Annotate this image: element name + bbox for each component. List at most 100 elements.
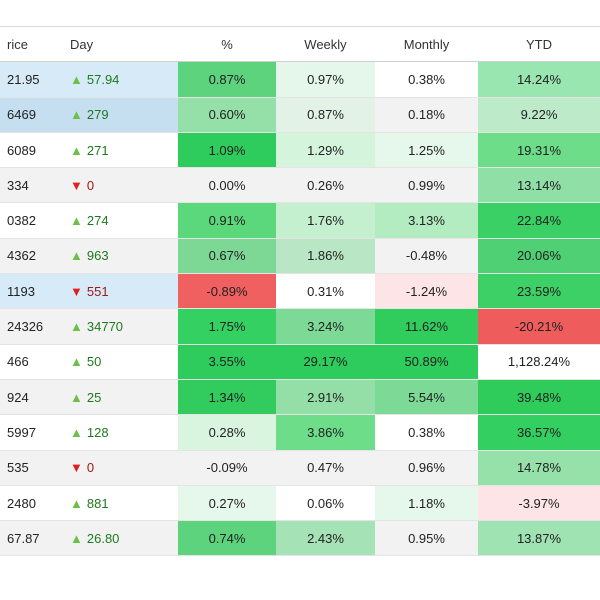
table-cell: 0.91% xyxy=(178,203,276,238)
table-row: 67.87 ▲ 26.80 0.74% 2.43% 0.95% 13.87% xyxy=(0,521,600,557)
header-row: rice Day% Weekly Monthly YTD xyxy=(0,27,600,63)
table-cell: 1,128.24% xyxy=(478,344,600,379)
table-row: 334 ▼ 0 0.00% 0.26% 0.99% 13.14% xyxy=(0,168,600,204)
table-row: 21.95 ▲ 57.94 0.87% 0.97% 0.38% 14.24% xyxy=(0,62,600,98)
table-cell: ▲ 34770 xyxy=(70,319,124,335)
table-cell: 22.84% xyxy=(478,203,600,238)
table-cell: -0.48% xyxy=(405,248,448,264)
table-cell: 3.24% xyxy=(276,309,375,344)
table-cell: 2480 xyxy=(7,495,36,511)
table-cell: 3.55% xyxy=(178,344,276,379)
table-cell: 3.86% xyxy=(276,415,375,450)
table-cell: 11.62% xyxy=(375,309,478,344)
table-cell: 4362 xyxy=(7,248,36,264)
table-cell: 0.38% xyxy=(375,62,478,97)
table-cell: ▲ 274 xyxy=(70,213,109,229)
table-cell: 1.29% xyxy=(276,132,375,168)
table-cell: 0.99% xyxy=(408,177,445,193)
header-cell: Day xyxy=(70,36,94,52)
table-row: 6469 ▲ 279 0.60% 0.87% 0.18% 9.22% xyxy=(0,97,600,133)
table-row: 535 ▼ 0 -0.09% 0.47% 0.96% 14.78% xyxy=(0,450,600,486)
table-cell: 0.95% xyxy=(408,530,445,546)
table-cell: 6089 xyxy=(7,142,36,158)
table-cell: 0.97% xyxy=(276,62,375,97)
table-cell: ▲ 25 xyxy=(70,389,102,405)
table-cell: 1.18% xyxy=(375,485,478,521)
table-cell: -20.21% xyxy=(478,309,600,344)
table-cell: ▲ 279 xyxy=(63,97,178,132)
table-cell: ▼ 0 xyxy=(70,177,95,193)
table-cell: 535 xyxy=(7,460,29,476)
table-cell: 0.31% xyxy=(276,274,375,309)
header-cell: YTD xyxy=(526,36,552,52)
heatmap-table: rice Day% Weekly Monthly YTD 21.95 ▲ 57.94 0.87%… xyxy=(0,26,600,557)
header-cell: Weekly xyxy=(304,36,347,52)
table-cell: ▲ 128 xyxy=(70,424,109,440)
table-cell: 466 xyxy=(7,354,29,370)
table-cell: 5997 xyxy=(7,424,36,440)
table-row: 24326 ▲ 34770 1.75% 3.24% 11.62% -20.21% xyxy=(0,309,600,345)
table-cell: 924 xyxy=(7,389,29,405)
table-row: 1193 ▼ 551 -0.89% 0.31% -1.24% 23.59% xyxy=(0,274,600,310)
table-cell: ▲ 57.94 xyxy=(63,62,178,97)
table-cell: 23.59% xyxy=(478,274,600,309)
table-cell: 0.96% xyxy=(408,460,445,476)
table-cell: 0.47% xyxy=(307,460,344,476)
table-row: 924 ▲ 25 1.34% 2.91% 5.54% 39.48% xyxy=(0,379,600,416)
table-cell: 1.76% xyxy=(276,203,375,238)
table-cell: 1.75% xyxy=(178,309,276,344)
table-cell: ▲ 50 xyxy=(70,354,102,370)
header-cell: Monthly xyxy=(403,36,450,52)
table-cell: -1.24% xyxy=(375,274,478,309)
table-cell: 0.28% xyxy=(178,415,276,450)
table-cell: ▼ 0 xyxy=(70,460,95,476)
table-cell: 6469 xyxy=(0,97,63,132)
table-cell: 19.31% xyxy=(478,132,600,168)
table-cell: 0.27% xyxy=(178,485,276,521)
table-cell: 5.54% xyxy=(375,379,478,415)
table-cell: 0.06% xyxy=(276,485,375,521)
table-cell: ▼ 551 xyxy=(63,274,178,309)
table-cell: 21.95 xyxy=(0,62,63,97)
table-row: 6089 ▲ 271 1.09% 1.29% 1.25% 19.31% xyxy=(0,132,600,169)
table-cell: 1193 xyxy=(0,274,63,309)
table-cell: 13.14% xyxy=(478,168,600,203)
table-cell: 14.78% xyxy=(478,450,600,485)
table-cell: 1.86% xyxy=(276,238,375,274)
table-cell: 0382 xyxy=(7,213,36,229)
table-cell: 39.48% xyxy=(478,379,600,415)
table-row: 0382 ▲ 274 0.91% 1.76% 3.13% 22.84% xyxy=(0,203,600,239)
table-cell: 1.09% xyxy=(178,132,276,168)
table-cell: 2.43% xyxy=(276,521,375,556)
table-cell: ▲ 26.80 xyxy=(70,530,120,546)
table-cell: ▲ 963 xyxy=(70,248,109,264)
table-cell: 20.06% xyxy=(478,238,600,274)
header-cell: rice xyxy=(7,36,28,52)
table-cell: -0.89% xyxy=(178,274,276,309)
table-cell: 1.34% xyxy=(178,379,276,415)
table-cell: 0.38% xyxy=(375,415,478,450)
table-cell: 0.67% xyxy=(178,238,276,274)
table-cell: 0.60% xyxy=(178,97,276,132)
table-cell: 9.22% xyxy=(478,97,600,132)
table-cell: 13.87% xyxy=(478,521,600,556)
table-cell: 14.24% xyxy=(478,62,600,97)
table-row: 5997 ▲ 128 0.28% 3.86% 0.38% 36.57% xyxy=(0,415,600,451)
table-row: 2480 ▲ 881 0.27% 0.06% 1.18% -3.97% xyxy=(0,485,600,522)
table-cell: 67.87 xyxy=(7,530,40,546)
table-cell: ▲ 881 xyxy=(70,495,109,511)
table-cell: 29.17% xyxy=(276,344,375,379)
table-cell: 0.87% xyxy=(178,62,276,97)
table-cell: -3.97% xyxy=(478,485,600,521)
table-cell: 334 xyxy=(7,177,29,193)
table-cell: -0.09% xyxy=(206,460,248,476)
table-cell: 3.13% xyxy=(375,203,478,238)
header-cell: % xyxy=(221,36,233,52)
table-cell: 0.18% xyxy=(408,107,445,123)
table-cell: 0.87% xyxy=(276,97,375,132)
table-cell: 2.91% xyxy=(276,379,375,415)
table-cell: 1.25% xyxy=(375,132,478,168)
table-cell: ▲ 271 xyxy=(70,142,109,158)
table-cell: 36.57% xyxy=(478,415,600,450)
